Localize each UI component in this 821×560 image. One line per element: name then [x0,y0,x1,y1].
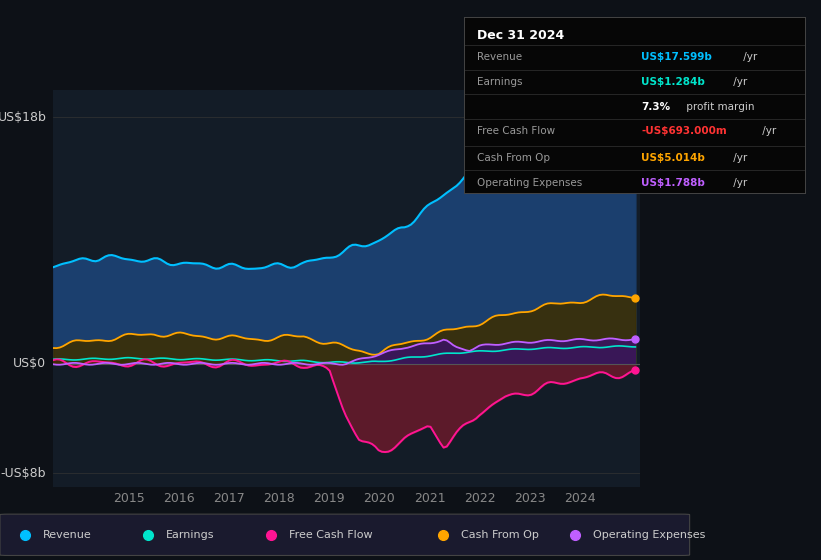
Text: /yr: /yr [731,153,748,163]
Text: US$5.014b: US$5.014b [641,153,705,163]
Text: /yr: /yr [731,77,748,87]
Text: Revenue: Revenue [43,530,91,540]
Text: Free Cash Flow: Free Cash Flow [478,127,556,137]
Text: -US$8b: -US$8b [1,467,46,480]
Text: Cash From Op: Cash From Op [478,153,551,163]
Text: Cash From Op: Cash From Op [461,530,539,540]
Text: Operating Expenses: Operating Expenses [478,178,583,188]
Text: 7.3%: 7.3% [641,102,670,112]
Text: US$1.284b: US$1.284b [641,77,705,87]
Text: /yr: /yr [740,53,757,62]
Text: profit margin: profit margin [682,102,754,112]
Text: US$0: US$0 [13,357,46,370]
Text: Free Cash Flow: Free Cash Flow [289,530,373,540]
Text: /yr: /yr [759,127,776,137]
FancyBboxPatch shape [0,514,690,556]
Text: -US$693.000m: -US$693.000m [641,127,727,137]
Text: US$17.599b: US$17.599b [641,53,712,62]
Text: Revenue: Revenue [478,53,523,62]
Text: /yr: /yr [731,178,748,188]
Text: US$18b: US$18b [0,110,46,124]
Text: Earnings: Earnings [166,530,214,540]
Text: Operating Expenses: Operating Expenses [593,530,705,540]
Text: Dec 31 2024: Dec 31 2024 [478,29,565,42]
Text: Earnings: Earnings [478,77,523,87]
Text: US$1.788b: US$1.788b [641,178,705,188]
